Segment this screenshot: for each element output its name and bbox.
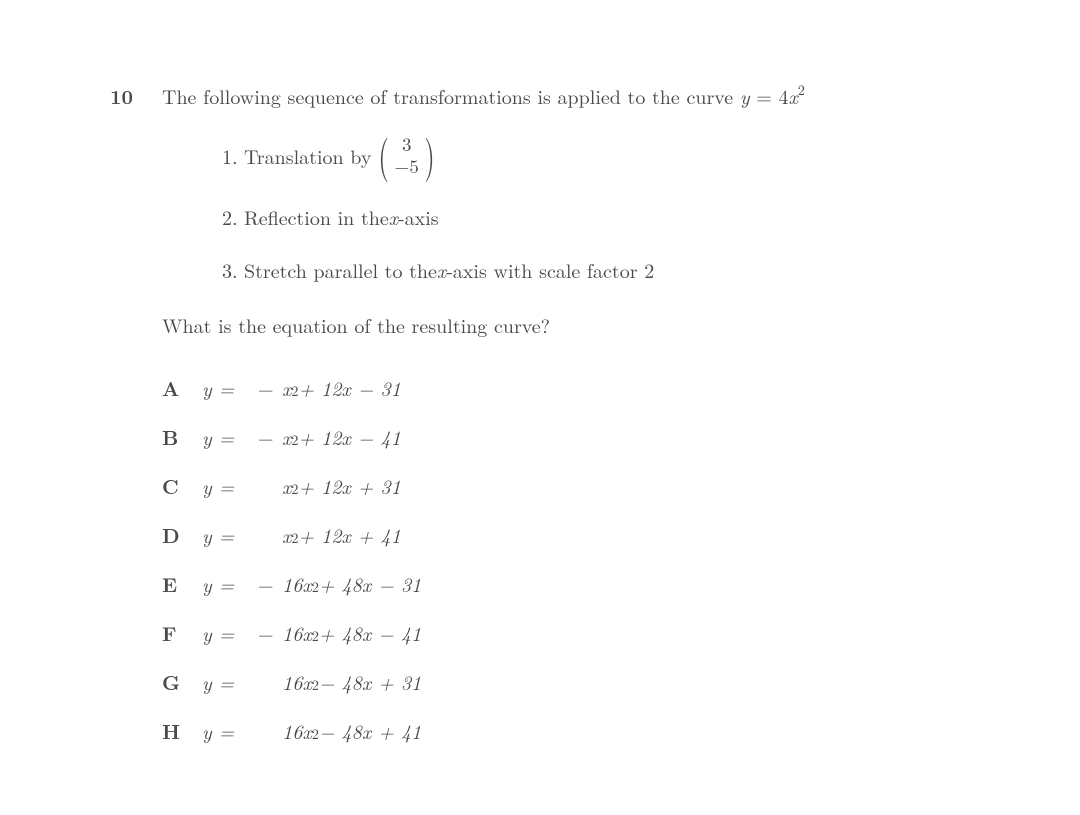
step-3-pre: Stretch parallel to the xyxy=(244,256,437,283)
option-d: D y = x2 + 12x + 41 xyxy=(162,521,1020,548)
option-c-eq: y = x2 + 12x + 31 xyxy=(202,472,401,499)
option-d-eq: y = x2 + 12x + 41 xyxy=(202,521,401,548)
y-equals: y = xyxy=(202,570,248,597)
option-a-lead: x xyxy=(282,374,291,401)
exam-page: 10 The following sequence of transformat… xyxy=(0,0,1080,766)
option-g-eq: y = 16x2 − 48x + 31 xyxy=(202,668,421,695)
option-a-letter: A xyxy=(162,374,202,401)
option-f-sign: − xyxy=(248,619,282,646)
option-g-lead: 16x xyxy=(282,668,312,695)
option-b-rest: + 12x − 41 xyxy=(298,423,400,450)
step-3: 3. Stretch parallel to the x-axis with s… xyxy=(222,256,1020,283)
question-intro: The following sequence of transformation… xyxy=(162,82,1020,109)
step-1-number: 1. xyxy=(222,142,244,169)
option-h-letter: H xyxy=(162,717,202,744)
option-a-eq: y = −x2 + 12x − 31 xyxy=(202,374,401,401)
y-equals: y = xyxy=(202,619,248,646)
step-1-text: Translation by ( 3 −5 ) xyxy=(244,133,442,177)
option-f: F y = −16x2 + 48x − 41 xyxy=(162,619,1020,646)
transformation-steps: 1. Translation by ( 3 −5 ) xyxy=(222,133,1020,283)
step-2: 2. Reflection in the x-axis xyxy=(222,203,1020,230)
option-h-eq: y = 16x2 − 48x + 41 xyxy=(202,717,421,744)
option-b: B y = −x2 + 12x − 41 xyxy=(162,423,1020,450)
option-e: E y = −16x2 + 48x − 31 xyxy=(162,570,1020,597)
step-2-number: 2. xyxy=(222,203,244,230)
intro-eq-exp: 2 xyxy=(798,80,805,100)
option-b-lead: x xyxy=(282,423,291,450)
option-b-eq: y = −x2 + 12x − 41 xyxy=(202,423,401,450)
option-c-lead: x xyxy=(282,472,291,499)
question-body: The following sequence of transformation… xyxy=(162,82,1020,766)
option-g-letter: G xyxy=(162,668,202,695)
y-equals: y = xyxy=(202,423,248,450)
option-b-sign: − xyxy=(248,423,282,450)
question-number: 10 xyxy=(110,82,162,109)
option-c-letter: C xyxy=(162,472,202,499)
intro-eq-eq: = xyxy=(750,81,779,110)
option-a-rest: + 12x − 31 xyxy=(298,374,400,401)
vector-left-paren: ( xyxy=(379,131,390,175)
vector-right-paren: ) xyxy=(424,131,435,175)
question-row: 10 The following sequence of transformat… xyxy=(110,82,1020,766)
step-2-pre: Reflection in the xyxy=(244,203,389,230)
y-equals: y = xyxy=(202,521,248,548)
option-h: H y = 16x2 − 48x + 41 xyxy=(162,717,1020,744)
intro-eq-coeff: 4 xyxy=(778,81,788,110)
option-h-rest: − 48x + 41 xyxy=(319,717,421,744)
question-ask: What is the equation of the resulting cu… xyxy=(162,311,1020,338)
y-equals: y = xyxy=(202,374,248,401)
option-e-sign: − xyxy=(248,570,282,597)
step-2-post: -axis xyxy=(398,203,439,230)
option-d-letter: D xyxy=(162,521,202,548)
option-e-rest: + 48x − 31 xyxy=(319,570,421,597)
option-c: C y = x2 + 12x + 31 xyxy=(162,472,1020,499)
option-e-eq: y = −16x2 + 48x − 31 xyxy=(202,570,421,597)
option-f-letter: F xyxy=(162,619,202,646)
step-2-text: Reflection in the x-axis xyxy=(244,203,439,230)
option-e-letter: E xyxy=(162,570,202,597)
y-equals: y = xyxy=(202,668,248,695)
intro-text: The following sequence of transformation… xyxy=(162,81,740,110)
option-f-eq: y = −16x2 + 48x − 41 xyxy=(202,619,421,646)
option-g-rest: − 48x + 31 xyxy=(319,668,421,695)
option-d-lead: x xyxy=(282,521,291,548)
option-a-sign: − xyxy=(248,374,282,401)
option-f-rest: + 48x − 41 xyxy=(319,619,421,646)
step-2-var: x xyxy=(389,203,398,230)
intro-eq-var: x xyxy=(788,81,797,110)
intro-eq-lhs: y xyxy=(740,81,750,110)
option-a: A y = −x2 + 12x − 31 xyxy=(162,374,1020,401)
vector-entries: 3 −5 xyxy=(393,133,421,177)
option-b-letter: B xyxy=(162,423,202,450)
step-3-var: x xyxy=(437,256,446,283)
vector-bottom: −5 xyxy=(395,155,419,177)
step-1-pre: Translation by xyxy=(244,142,371,169)
y-equals: y = xyxy=(202,472,248,499)
step-1: 1. Translation by ( 3 −5 ) xyxy=(222,133,1020,177)
step-3-text: Stretch parallel to the x-axis with scal… xyxy=(244,256,654,283)
step-3-post: -axis with scale factor 2 xyxy=(446,256,654,283)
option-h-lead: 16x xyxy=(282,717,312,744)
option-d-rest: + 12x + 41 xyxy=(298,521,400,548)
translation-vector: ( 3 −5 ) xyxy=(375,133,438,177)
step-3-number: 3. xyxy=(222,256,244,283)
option-c-rest: + 12x + 31 xyxy=(298,472,400,499)
y-equals: y = xyxy=(202,717,248,744)
option-f-lead: 16x xyxy=(282,619,312,646)
option-g: G y = 16x2 − 48x + 31 xyxy=(162,668,1020,695)
option-e-lead: 16x xyxy=(282,570,312,597)
answer-options: A y = −x2 + 12x − 31 B y = −x2 + 12x − 4… xyxy=(162,374,1020,744)
